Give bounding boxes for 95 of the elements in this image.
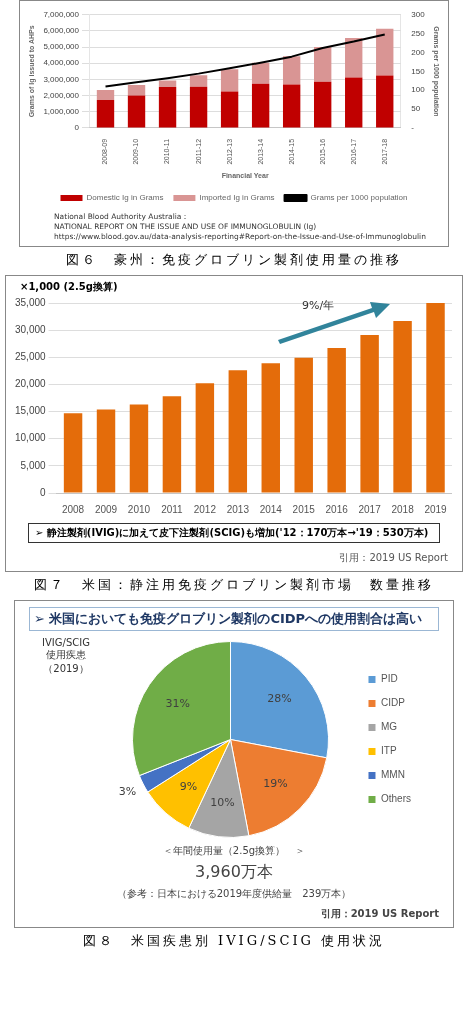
x-tick-label: 2010 xyxy=(127,503,151,515)
legend-label: ITP xyxy=(380,745,397,757)
data-label: 19% xyxy=(263,777,288,791)
bar xyxy=(158,87,177,128)
y-tick-label: 5,000,000 xyxy=(43,42,80,52)
y2-tick-label: 100 xyxy=(411,85,426,95)
caption: 図６ 豪州：免疫グロブリン製剤使用量の推移 xyxy=(65,251,403,269)
x-tick-label: 2015 xyxy=(292,503,316,515)
text: ➢ 静注製剤(IVIG)に加えて皮下注製剤(SCIG)も増加('12：170万本→'19：530万本) xyxy=(28,523,440,543)
y2-tick-label: 150 xyxy=(411,66,426,76)
y-tick-label: 1,000,000 xyxy=(43,106,80,116)
bar xyxy=(376,28,394,76)
y-tick-label: 10,000 xyxy=(14,432,47,444)
bar xyxy=(393,320,412,493)
x-tick-label: 2018 xyxy=(391,503,415,515)
bar xyxy=(314,81,332,128)
y2-tick-label: 300 xyxy=(411,10,426,19)
text: IVIG/SCIG 使用疾患（2019） xyxy=(41,637,91,676)
legend-label: CIDP xyxy=(380,697,406,709)
legend-label: Imported Ig in Grams xyxy=(199,193,275,203)
y-tick-label: 0 xyxy=(74,123,80,133)
bar xyxy=(96,100,115,128)
y-tick-label: 2,000,000 xyxy=(43,90,80,100)
y2-tick-label: 50 xyxy=(411,104,421,114)
bar xyxy=(426,303,445,493)
bar xyxy=(251,83,270,128)
legend-label: PID xyxy=(380,673,398,685)
bar xyxy=(127,95,146,128)
caption: 図８ 米国疾患別 IVIG/SCIG 使用状況 xyxy=(81,932,387,950)
y-tick-label: 7,000,000 xyxy=(43,10,80,19)
bar xyxy=(228,370,248,493)
bar xyxy=(96,89,115,101)
x-tick-label: 2012 xyxy=(193,503,217,515)
bar xyxy=(294,357,313,493)
data-label: 10% xyxy=(210,795,235,809)
y-tick-label: 6,000,000 xyxy=(43,26,80,36)
chart-title: ➢ 米国においても免疫グロブリン製剤のCIDPへの使用割合は高い xyxy=(29,607,439,631)
text: 引用：2019 US Report xyxy=(338,551,449,565)
bar xyxy=(158,80,177,88)
bar xyxy=(129,404,149,493)
y-tick-label: 30,000 xyxy=(14,323,47,335)
x-tick-label: 2013 xyxy=(226,503,250,515)
bar xyxy=(360,335,379,493)
bar xyxy=(63,413,83,493)
bar xyxy=(327,348,346,493)
bar xyxy=(189,75,208,87)
data-label: 31% xyxy=(165,696,191,710)
x-tick-label: 2009 xyxy=(94,503,118,515)
y-tick-label: 5,000 xyxy=(20,459,47,471)
bar xyxy=(345,77,363,128)
bar xyxy=(314,46,332,82)
y-tick-label: 35,000 xyxy=(14,296,47,308)
legend-label: MG xyxy=(380,721,398,733)
text: 引用：2019 US Report xyxy=(319,907,440,921)
bar xyxy=(282,56,301,85)
x-tick-label: 2016 xyxy=(325,503,349,515)
y-tick-label: 3,000,000 xyxy=(43,74,80,84)
y-tick-label: 0 xyxy=(40,486,47,498)
bar xyxy=(189,86,208,128)
y-tick-label: 4,000,000 xyxy=(43,58,80,68)
y-axis-title: ×1,000 (2.5g換算) xyxy=(19,280,119,294)
bar xyxy=(162,396,182,493)
text: （参考：日本における2019年度供給量 239万本） xyxy=(115,887,353,901)
y2-tick-label: - xyxy=(411,123,415,133)
legend-label: Others xyxy=(380,793,412,805)
bar xyxy=(195,383,215,493)
y-tick-label: 15,000 xyxy=(14,405,47,417)
x-tick-label: 2008 xyxy=(61,503,85,515)
legend-label: MMN xyxy=(380,769,405,781)
y2-tick-label: 200 xyxy=(411,47,426,57)
bar xyxy=(127,84,146,96)
caption: 図７ 米国：静注用免疫グロブリン製剤市場 数量推移 xyxy=(33,576,435,594)
legend-label: Domestic Ig in Grams xyxy=(86,193,164,203)
data-label: 9% xyxy=(179,780,198,794)
bar xyxy=(220,91,239,128)
annotation: 9%/年 xyxy=(302,298,335,313)
bar xyxy=(345,38,363,78)
bar xyxy=(220,69,239,92)
legend-label: Grams per 1000 population xyxy=(310,193,408,203)
x-tick-label: 2014 xyxy=(259,503,283,515)
bar xyxy=(251,62,270,84)
x-tick-label: 2017 xyxy=(358,503,382,515)
text: ＜年間使用量（2.5g換算） ＞ xyxy=(161,844,307,858)
bar xyxy=(376,75,394,128)
y-tick-label: 20,000 xyxy=(14,378,47,390)
bar xyxy=(261,363,280,493)
text: 3,960万本 xyxy=(194,861,274,883)
x-tick-label: 2011 xyxy=(161,503,184,515)
y2-tick-label: 250 xyxy=(411,28,426,38)
x-tick-label: 2019 xyxy=(424,503,448,515)
bar xyxy=(282,84,301,128)
y-tick-label: 25,000 xyxy=(14,351,47,363)
data-label: 28% xyxy=(267,691,292,705)
data-label: 3% xyxy=(118,784,137,798)
bar xyxy=(96,409,116,493)
